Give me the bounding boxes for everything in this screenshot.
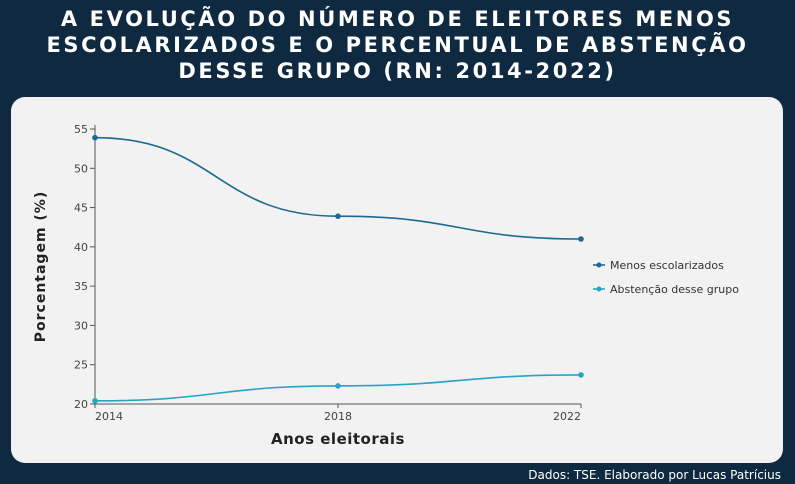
data-point-1-2022 <box>578 236 584 242</box>
legend-label-1: Menos escolarizados <box>610 259 724 272</box>
legend-marker-2 <box>596 286 602 292</box>
title-line-3: DESSE GRUPO (RN: 2014-2022) <box>178 59 617 83</box>
source-note: Dados: TSE. Elaborado por Lucas Patríciu… <box>528 468 781 482</box>
y-tick-label: 45 <box>74 202 88 215</box>
y-tick-label: 25 <box>74 359 88 372</box>
x-tick-label: 2014 <box>95 410 123 423</box>
data-point-1-2018 <box>335 213 341 220</box>
y-tick-label: 30 <box>74 319 88 332</box>
y-tick-label: 55 <box>74 123 88 136</box>
y-tick-label: 35 <box>74 280 88 293</box>
data-point-2-2022 <box>578 372 584 378</box>
y-tick-label: 40 <box>74 241 88 254</box>
title-line-1: A EVOLUÇÃO DO NÚMERO DE ELEITORES MENOS <box>60 7 735 31</box>
legend-marker-1 <box>596 262 602 268</box>
y-axis-title: Porcentagem (%) <box>33 191 49 343</box>
data-point-1-2014 <box>92 134 98 141</box>
line-chart: 20 25 30 35 40 45 50 55 2014 2018 2022 Anos eleitor… <box>33 123 739 448</box>
data-point-2-2018 <box>335 383 341 389</box>
chart-title: A EVOLUÇÃO DO NÚMERO DE ELEITORES MENOS … <box>0 6 795 84</box>
x-axis-title: Anos eleitorais <box>271 430 405 448</box>
y-tick-label: 20 <box>74 398 88 411</box>
chart-card: 20 25 30 35 40 45 50 55 2014 2018 2022 Anos eleitor… <box>11 97 783 463</box>
series-line-1 <box>94 136 582 240</box>
legend-label-2: Abstenção desse grupo <box>610 283 739 296</box>
y-tick-label: 50 <box>74 162 88 175</box>
x-tick-label: 2022 <box>553 410 581 423</box>
x-tick-label: 2018 <box>324 410 352 423</box>
data-point-2-2014 <box>92 398 98 404</box>
title-line-2: ESCOLARIZADOS E O PERCENTUAL DE ABSTENÇÃ… <box>46 33 749 57</box>
